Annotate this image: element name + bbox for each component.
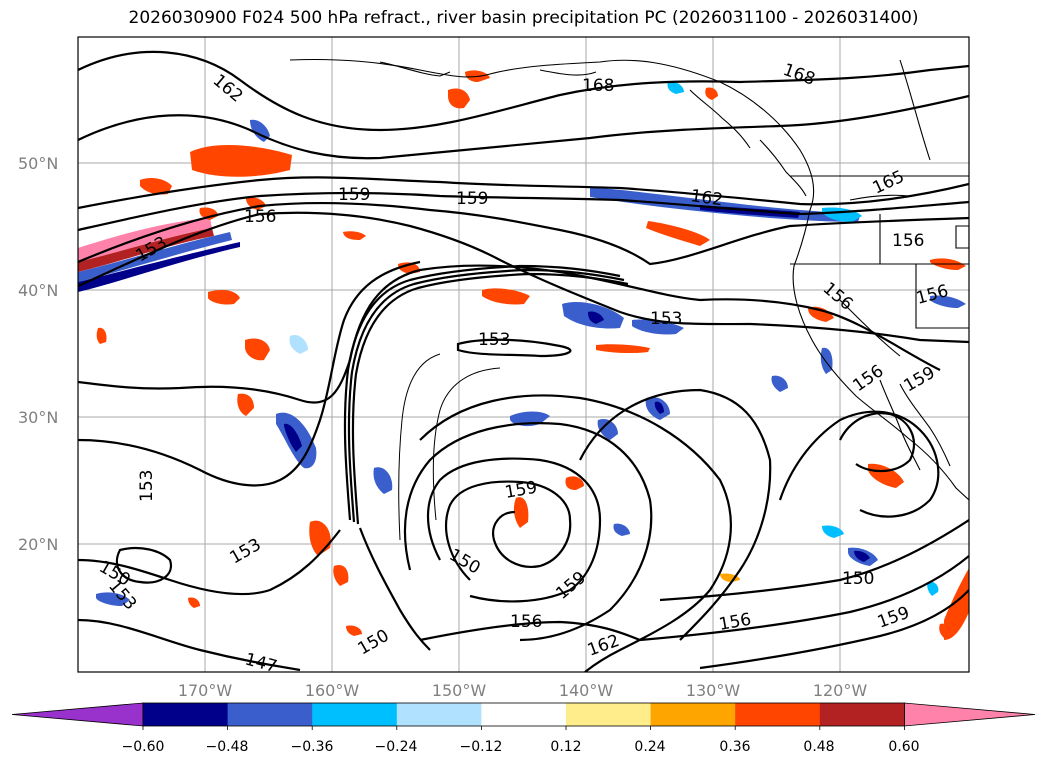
contour-label: 147 (243, 650, 280, 678)
colorbar-segment (735, 703, 821, 726)
contour-label: 153 (650, 309, 682, 329)
colorbar-tick-label: −0.12 (460, 739, 503, 755)
lat-label: 30°N (18, 408, 58, 427)
colorbar-extend-min (11, 702, 144, 727)
contour-label: 159 (456, 189, 488, 209)
colorbar-labels: −0.60 −0.48 −0.36 −0.24 −0.12 0.12 0.24 … (122, 739, 920, 755)
lon-label: 150°W (432, 681, 487, 700)
colorbar-tick-label: 0.48 (803, 739, 834, 755)
colorbar-outline (142, 702, 905, 727)
coastlines (289, 58, 969, 501)
height-contours (78, 50, 969, 672)
contour-label: 162 (689, 186, 724, 210)
colorbar-tick-label: 0.60 (888, 739, 919, 755)
colorbar-segment (143, 703, 229, 726)
thin-contours (398, 353, 501, 541)
lat-label: 50°N (18, 154, 58, 173)
colorbar-tick-label: −0.60 (122, 739, 165, 755)
map-frame (77, 36, 970, 673)
lon-label: 170°W (178, 681, 233, 700)
colorbar (11, 702, 1036, 730)
colorbar-extend-max (904, 702, 1036, 727)
lon-label: 120°W (813, 681, 868, 700)
colorbar-tick-label: −0.36 (291, 739, 334, 755)
map-title: 2026030900 F024 500 hPa refract., river … (128, 8, 919, 28)
colorbar-tick-label: 0.12 (550, 739, 581, 755)
lat-label: 20°N (18, 535, 58, 554)
contour-label: 168 (582, 76, 614, 96)
contour-label: 159 (338, 185, 370, 205)
lon-label: 160°W (305, 681, 360, 700)
contour-label: 150 (842, 569, 874, 589)
colorbar-tick-label: 0.24 (634, 739, 665, 755)
contour-label: 156 (510, 612, 542, 632)
contour-label: 153 (478, 330, 510, 350)
lat-label: 40°N (18, 281, 58, 300)
colorbar-tick-label: −0.48 (206, 739, 249, 755)
colorbar-segment (227, 703, 313, 726)
graticule (78, 37, 969, 672)
lon-label: 130°W (686, 681, 741, 700)
contour-label: 156 (892, 231, 924, 251)
colorbar-segment (312, 703, 398, 726)
lon-label: 140°W (559, 681, 614, 700)
contour-label: 156 (244, 207, 276, 227)
colorbar-tick-label: 0.36 (719, 739, 750, 755)
longitude-labels: 170°W 160°W 150°W 140°W 130°W 120°W (178, 681, 868, 700)
colorbar-segment (819, 703, 905, 726)
colorbar-segment (396, 703, 482, 726)
colorbar-tick-label: −0.24 (375, 739, 418, 755)
latitude-labels: 50°N 40°N 30°N 20°N (18, 154, 58, 554)
colorbar-segment (481, 703, 567, 726)
contour-label: 153 (137, 470, 157, 502)
colorbar-segment (566, 703, 652, 726)
colorbar-segment (650, 703, 736, 726)
